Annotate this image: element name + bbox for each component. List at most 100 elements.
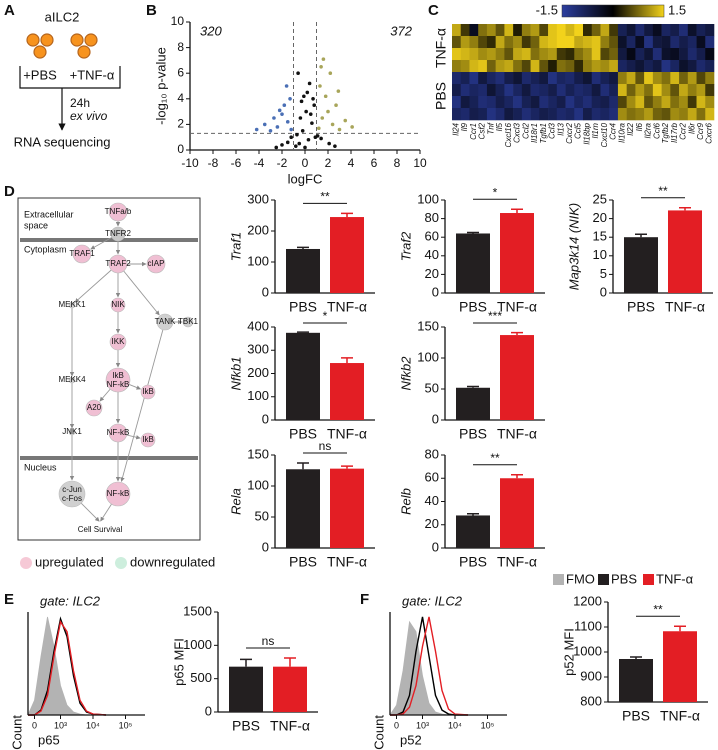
column-label: Cxcl16 [504,122,513,147]
heatmap-cell [583,108,593,121]
significance-label: ns [319,439,332,453]
heatmap-cell [609,48,619,61]
heatmap-cell [687,60,697,73]
column-label: Cxcr2 [565,122,574,143]
x-tick-label: 2 [325,156,332,170]
heatmap-cell [652,84,662,97]
colorbar-label: 1.5 [668,2,686,17]
heatmap-cell [478,108,488,121]
heatmap-cell [478,60,488,73]
point [299,99,304,104]
heatmap-cell [670,48,680,61]
heatmap-cell [626,48,636,61]
heatmap-cell [460,36,470,49]
heatmap-cell [609,96,619,109]
x-tick-label: 10⁵ [481,720,495,730]
pathway-node [156,313,174,331]
heatmap-cell [574,60,584,73]
column-label: Il6 [635,122,644,131]
bar [500,213,534,293]
bar [668,210,702,293]
point [295,132,299,137]
pathway-frame [17,197,201,541]
y-axis-label: Rela [228,488,243,515]
bar [286,469,320,548]
point [288,97,292,101]
heatmap-cell [687,84,697,97]
column-label: Il18r1 [530,123,539,143]
significance-label: ** [658,184,668,198]
heatmap-cell [696,72,706,85]
column-label: Il6r [687,123,696,134]
heatmap-cell [521,108,531,121]
x-tick-label: -10 [181,156,199,170]
heatmap-cell [548,60,558,73]
compartment-label: Nucleus [24,462,57,472]
heatmap-cell [617,48,627,61]
pathway-edge [80,502,100,522]
x-tick-label: 10³ [416,720,429,730]
y-axis-label: Count [371,715,386,750]
condition-note: ex vivo [70,109,108,123]
x-tick-label: 8 [394,156,401,170]
chart-title: gate: ILC2 [402,593,463,608]
heatmap-cell [626,24,636,37]
heatmap-cell [635,84,645,97]
heatmap-cell [539,108,549,121]
point [254,127,259,132]
point [328,71,333,75]
heatmap-cell [460,96,470,109]
point [304,109,308,114]
bar [663,631,697,702]
heatmap-cell [495,108,505,121]
pathway-node [146,254,166,274]
heatmap-cell [635,60,645,73]
heatmap-cell [574,48,584,61]
heatmap-cell [661,108,671,121]
heatmap-cell [600,48,610,61]
heatmap-cell [705,24,715,37]
y-tick-label: 100 [417,349,439,364]
heatmap-cell [591,96,601,109]
heatmap-cell [486,96,496,109]
heatmap-cell [478,24,488,37]
y-tick-label: 40 [425,247,439,262]
x-tick-label: PBS [459,554,487,570]
panel-label: E [4,591,14,608]
y-tick-label: 60 [425,229,439,244]
heatmap-cell [548,24,558,37]
heatmap-cell [521,24,531,37]
heatmap-cell [452,48,462,61]
error-bar [467,512,479,516]
x-tick-label: -4 [254,156,265,170]
x-tick-label: PBS [622,708,650,724]
heatmap-cell [670,36,680,49]
node-label: c-Jun [62,485,82,494]
heatmap-cell [635,96,645,109]
heatmap-cell [513,48,523,61]
heatmap-cell [495,84,505,97]
row-group-label: TNF-α [433,28,449,68]
heatmap-cell [661,84,671,97]
heatmap-cell [670,84,680,97]
point [272,116,276,120]
legend-label: TNF-α [656,571,694,586]
y-tick-label: 20 [425,516,439,531]
heatmap-cell [705,84,715,97]
column-label: Ccr9 [696,122,705,139]
heatmap-cell [539,60,549,73]
pathway-node [105,367,131,393]
bar [500,478,534,548]
point [336,89,341,93]
node-label: NF-kB [107,428,130,437]
heatmap-cell [521,96,531,109]
heatmap-cell [460,108,470,121]
column-label: Tgfb1 [539,123,548,143]
heatmap-cell [548,48,558,61]
heatmap-cell [556,24,566,37]
chart-title: gate: ILC2 [40,593,101,608]
heatmap-cell [652,36,662,49]
heatmap-cell [478,36,488,49]
column-label: Cxcl3 [513,122,522,143]
heatmap-cell [504,108,514,121]
